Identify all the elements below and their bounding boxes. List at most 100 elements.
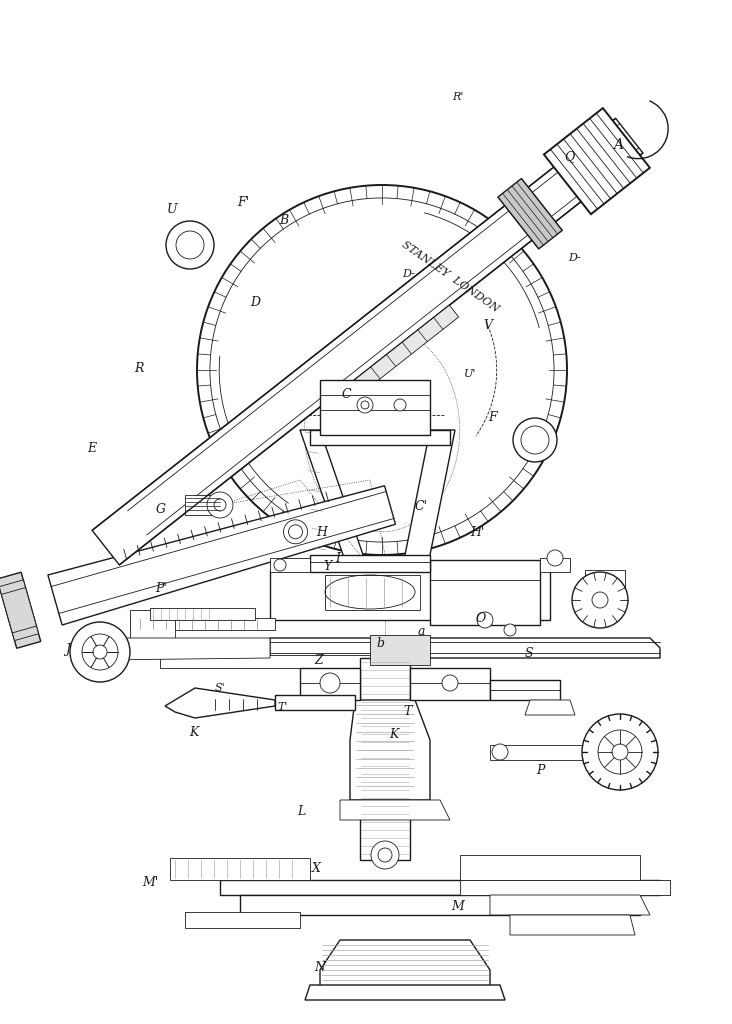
Text: A: A: [613, 138, 624, 153]
Polygon shape: [460, 880, 670, 895]
Circle shape: [214, 499, 226, 511]
Text: STANLEY  LONDON: STANLEY LONDON: [400, 240, 501, 313]
Text: K: K: [190, 726, 198, 738]
Circle shape: [82, 634, 118, 670]
Text: N: N: [314, 962, 326, 974]
Circle shape: [93, 645, 107, 659]
Polygon shape: [325, 575, 420, 610]
Circle shape: [547, 550, 563, 566]
Text: P: P: [536, 764, 545, 776]
Circle shape: [598, 730, 642, 774]
Circle shape: [513, 418, 557, 462]
Circle shape: [176, 231, 204, 259]
Text: I: I: [336, 552, 340, 564]
Polygon shape: [320, 940, 490, 990]
Polygon shape: [310, 430, 450, 445]
Polygon shape: [275, 695, 355, 710]
Text: U: U: [167, 204, 177, 216]
Text: b: b: [377, 637, 384, 649]
Polygon shape: [240, 895, 640, 915]
Circle shape: [492, 744, 508, 760]
Text: S: S: [524, 647, 533, 659]
Polygon shape: [410, 668, 490, 700]
Text: C: C: [341, 388, 351, 400]
Circle shape: [521, 426, 549, 454]
Polygon shape: [370, 635, 430, 665]
Text: U': U': [464, 369, 476, 379]
Polygon shape: [165, 688, 275, 718]
Polygon shape: [510, 915, 635, 935]
Polygon shape: [92, 119, 643, 565]
Polygon shape: [0, 572, 41, 648]
Polygon shape: [350, 700, 430, 800]
Circle shape: [283, 520, 307, 544]
Circle shape: [612, 744, 628, 760]
Circle shape: [477, 612, 493, 628]
Polygon shape: [170, 858, 310, 880]
Circle shape: [572, 572, 628, 628]
Text: L: L: [297, 805, 306, 817]
Text: T': T': [277, 701, 288, 712]
Polygon shape: [490, 680, 560, 700]
Text: S': S': [214, 683, 225, 693]
Polygon shape: [185, 495, 220, 515]
Polygon shape: [1, 588, 37, 633]
Circle shape: [582, 714, 658, 790]
Polygon shape: [48, 485, 395, 625]
Text: V: V: [483, 319, 492, 332]
Circle shape: [288, 524, 302, 539]
Polygon shape: [544, 109, 650, 214]
Polygon shape: [498, 178, 562, 249]
Text: B: B: [280, 214, 288, 226]
Polygon shape: [150, 608, 255, 620]
Text: Z: Z: [314, 654, 323, 667]
Polygon shape: [355, 305, 459, 391]
Text: E: E: [87, 442, 96, 455]
Polygon shape: [270, 638, 660, 658]
Text: K: K: [389, 728, 398, 740]
Circle shape: [197, 185, 567, 555]
Circle shape: [442, 675, 458, 691]
Polygon shape: [400, 430, 455, 580]
Polygon shape: [220, 880, 660, 895]
Text: F: F: [488, 412, 497, 424]
Polygon shape: [270, 558, 310, 572]
Polygon shape: [130, 610, 175, 638]
Circle shape: [361, 401, 369, 409]
Text: T: T: [403, 706, 412, 718]
Circle shape: [504, 624, 516, 636]
Polygon shape: [185, 912, 300, 928]
Text: a: a: [417, 626, 425, 638]
Text: C': C': [414, 501, 427, 513]
Polygon shape: [340, 800, 450, 820]
Polygon shape: [525, 700, 575, 715]
Polygon shape: [135, 618, 275, 630]
Circle shape: [207, 492, 233, 518]
Text: M: M: [451, 900, 464, 912]
Text: M': M': [142, 877, 158, 889]
Polygon shape: [460, 855, 640, 880]
Text: D: D: [250, 296, 260, 308]
Text: H: H: [317, 526, 327, 539]
Polygon shape: [300, 668, 360, 700]
Circle shape: [371, 841, 399, 869]
Circle shape: [378, 848, 392, 862]
Text: X: X: [312, 862, 321, 874]
Polygon shape: [320, 380, 430, 435]
Polygon shape: [100, 638, 270, 660]
Circle shape: [70, 622, 130, 682]
Text: Y: Y: [324, 560, 332, 572]
Circle shape: [274, 559, 286, 571]
Circle shape: [320, 673, 340, 693]
Polygon shape: [0, 580, 39, 641]
Polygon shape: [160, 655, 380, 668]
Text: O: O: [476, 612, 486, 625]
Text: F': F': [237, 197, 249, 209]
Text: R': R': [452, 92, 463, 102]
Text: P': P': [155, 583, 167, 595]
Polygon shape: [300, 430, 370, 575]
Text: Q: Q: [564, 151, 575, 163]
Polygon shape: [305, 985, 505, 1000]
Text: D-: D-: [402, 269, 415, 280]
Polygon shape: [490, 895, 650, 915]
